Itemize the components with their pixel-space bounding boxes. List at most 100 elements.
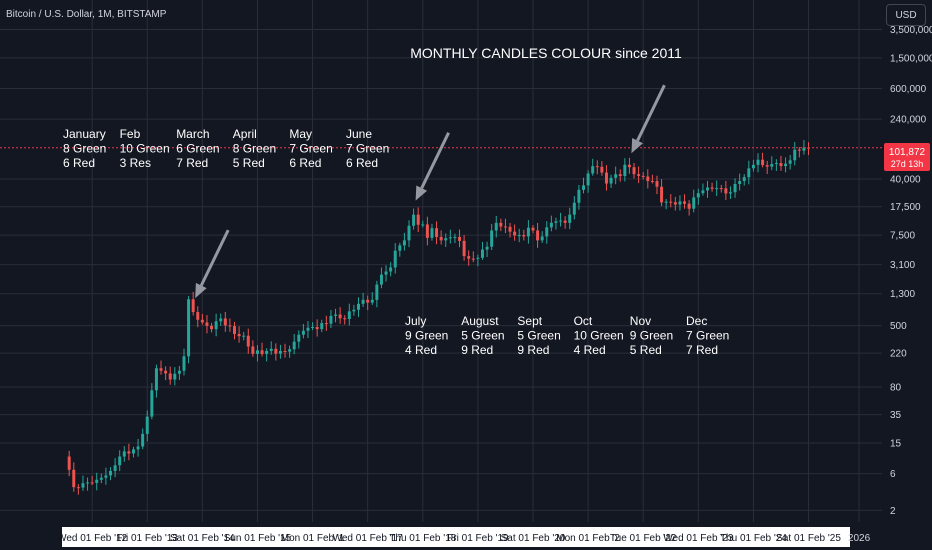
y-axis: 3,500,000 1,500,000 600,000 240,000 40,000 17… <box>890 25 932 517</box>
candle-body <box>435 228 439 237</box>
annotation-month: Oct <box>574 314 593 328</box>
candle-body <box>301 330 305 335</box>
candle-body <box>802 147 806 151</box>
annotation-month: June <box>346 127 372 141</box>
candle-body <box>641 175 645 177</box>
candle-body <box>609 177 613 184</box>
candle-body <box>696 193 700 198</box>
chart-title: MONTHLY CANDLES COLOUR since 2011 <box>410 45 682 61</box>
candle-body <box>513 231 517 236</box>
grid <box>0 0 882 522</box>
y-tick-label: 600,000 <box>890 84 927 95</box>
candle-body <box>683 201 687 204</box>
candle-body <box>72 469 76 488</box>
candle-body <box>421 224 425 226</box>
candle-body <box>255 350 259 354</box>
candle-body <box>329 315 333 324</box>
candle-body <box>471 258 475 260</box>
annotation-red: 6 Red <box>346 156 378 170</box>
candle-body <box>141 433 145 447</box>
candle-body <box>76 487 80 489</box>
candle-body <box>595 166 599 168</box>
candle-body <box>660 186 664 203</box>
x-tick-label: Fri 01 Feb '13 <box>117 533 179 544</box>
symbol-label: Bitcoin / U.S. Dollar, 1M, BITSTAMP <box>6 9 167 20</box>
candle-body <box>306 327 310 331</box>
candle-body <box>517 235 521 237</box>
candle-body <box>278 350 282 354</box>
candle-body <box>398 245 402 251</box>
candle-body <box>356 303 360 310</box>
candle-body <box>347 311 351 320</box>
candle-body <box>733 184 737 193</box>
candle-body <box>210 325 214 330</box>
candle-body <box>678 201 682 205</box>
candle-body <box>334 314 338 316</box>
candle-body <box>366 299 370 303</box>
candle-body <box>168 373 172 380</box>
candle-body <box>311 326 315 328</box>
candle-body <box>389 267 393 272</box>
candle-body <box>719 188 723 190</box>
candle-body <box>669 201 673 203</box>
candle-body <box>646 176 650 182</box>
annotation-green: 7 Green <box>289 142 332 156</box>
price-tag-countdown: 27d 13h <box>891 159 924 169</box>
candle-body <box>288 349 292 352</box>
x-tick-label: Sat 01 Feb '20 <box>501 533 566 544</box>
candle-body <box>563 220 567 223</box>
candle-body <box>614 174 618 178</box>
candle-body <box>343 318 347 320</box>
candle-body <box>494 222 498 231</box>
annotation-month: April <box>233 127 257 141</box>
annotation-red: 5 Red <box>233 156 265 170</box>
annotation-red: 4 Red <box>405 343 437 357</box>
candle-body <box>673 202 677 205</box>
y-tick-label: 6 <box>890 469 896 480</box>
candle-body <box>214 321 218 330</box>
candle-body <box>747 168 751 178</box>
candle-body <box>499 222 503 227</box>
annotation-red: 9 Red <box>461 343 493 357</box>
candle-body <box>136 446 140 450</box>
candle-body <box>375 284 379 300</box>
candle-body <box>182 356 186 371</box>
candle-body <box>687 203 691 209</box>
candle-body <box>260 350 264 355</box>
annotation-red: 7 Red <box>686 343 718 357</box>
candle-body <box>219 318 223 322</box>
currency-button[interactable]: USD <box>886 4 926 26</box>
candle-body <box>246 335 250 347</box>
candle-body <box>586 173 590 186</box>
candle-body <box>384 271 388 275</box>
candle-body <box>572 202 576 215</box>
candle-body <box>200 319 204 323</box>
annotation-red: 6 Red <box>289 156 321 170</box>
annotation-green: 5 Green <box>517 329 560 343</box>
y-tick-label: 500 <box>890 321 907 332</box>
candle-body <box>458 236 462 241</box>
candle-body <box>793 149 797 161</box>
candle-body <box>448 237 452 239</box>
candle-body <box>205 322 209 326</box>
candle-body <box>715 188 719 190</box>
candle-body <box>324 323 328 325</box>
arrows <box>195 84 666 299</box>
x-tick-label: Wed 01 Feb '23 <box>663 533 734 544</box>
candle-body <box>173 373 177 380</box>
candle-body <box>779 163 783 167</box>
annotation-month: Feb <box>120 127 141 141</box>
y-tick-label: 17,500 <box>890 202 921 213</box>
y-tick-label: 220 <box>890 349 907 360</box>
candle-body <box>761 159 765 166</box>
candle-body <box>526 227 530 237</box>
annotation-green: 9 Green <box>630 329 673 343</box>
arrow-head <box>415 185 428 201</box>
candle-body <box>536 230 540 241</box>
candle-body <box>604 172 608 184</box>
candle-body <box>191 299 195 313</box>
candle-body <box>242 335 246 337</box>
